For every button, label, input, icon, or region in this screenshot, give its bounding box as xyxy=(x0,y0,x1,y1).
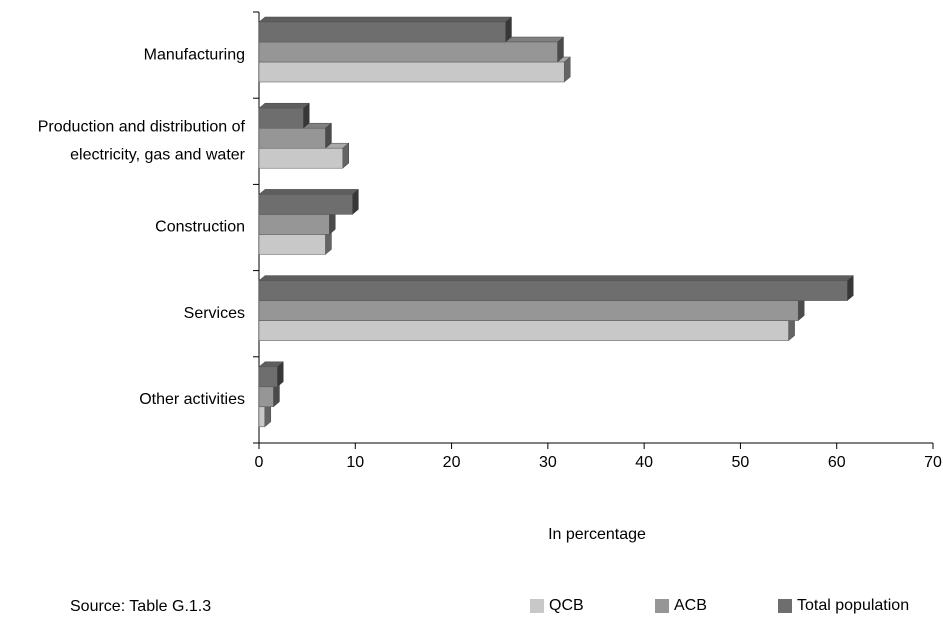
legend-label: ACB xyxy=(674,597,707,614)
y-tick-label: Other activities xyxy=(139,391,245,408)
x-axis-label: In percentage xyxy=(548,526,646,543)
bar-front xyxy=(258,21,506,43)
bar-front xyxy=(258,147,344,169)
x-tick-label: 30 xyxy=(539,454,557,471)
bar xyxy=(258,275,854,302)
legend-swatch xyxy=(778,599,792,613)
x-tick-label: 50 xyxy=(732,454,750,471)
bar-front xyxy=(258,406,266,428)
bar xyxy=(258,361,284,388)
bar-front xyxy=(258,366,278,388)
bar-front xyxy=(258,107,304,129)
bar-front xyxy=(258,41,558,63)
x-tick-label: 0 xyxy=(255,454,264,471)
bar-front xyxy=(258,280,848,301)
x-tick-label: 40 xyxy=(635,454,653,471)
legend-label: Total population xyxy=(797,597,909,614)
bar-front xyxy=(258,127,326,149)
bar-front xyxy=(258,234,326,255)
y-tick-label: Services xyxy=(184,305,245,322)
source-note: Source: Table G.1.3 xyxy=(70,598,211,615)
bar xyxy=(258,188,360,215)
x-tick-label: 20 xyxy=(443,454,461,471)
bar-front xyxy=(258,386,274,408)
bar-front xyxy=(258,61,565,83)
y-tick-label: Construction xyxy=(155,219,245,236)
bar-top xyxy=(258,275,854,281)
y-tick-label: Production and distribution of electricit… xyxy=(38,119,246,164)
bar-top xyxy=(258,102,310,109)
bar-top xyxy=(258,16,513,23)
bar xyxy=(258,102,310,129)
x-tick-label: 10 xyxy=(346,454,364,471)
bar xyxy=(258,16,513,43)
legend-swatch xyxy=(655,599,669,613)
bar-front xyxy=(258,214,330,235)
legend-swatch xyxy=(530,599,544,613)
bar-top xyxy=(258,189,360,195)
bar-front xyxy=(258,320,789,341)
y-tick-label: Manufacturing xyxy=(144,46,245,63)
x-tick-label: 60 xyxy=(828,454,846,471)
x-tick-label: 70 xyxy=(924,454,942,471)
bar-front xyxy=(258,194,353,215)
legend-label: QCB xyxy=(549,597,584,614)
bar-front xyxy=(258,300,799,321)
